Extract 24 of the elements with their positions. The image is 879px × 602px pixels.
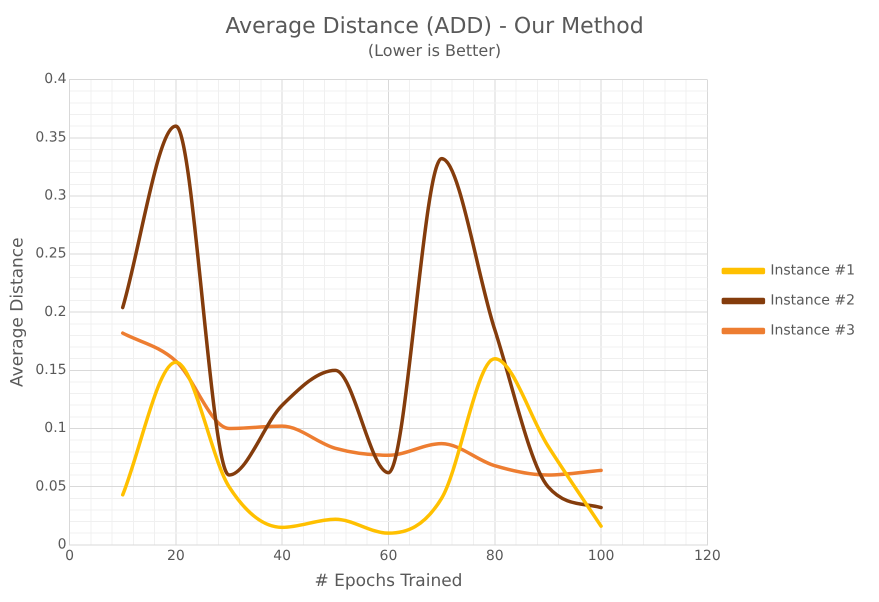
y-tick-label: 0.15 — [35, 362, 67, 378]
legend-label: Instance #1 — [770, 262, 856, 279]
y-tick-label: 0.2 — [44, 304, 67, 320]
x-tick-label: 60 — [380, 548, 398, 564]
legend-label: Instance #3 — [770, 322, 856, 339]
y-tick-label: 0.35 — [35, 129, 67, 146]
x-tick-label: 120 — [694, 548, 721, 564]
y-tick-label: 0.05 — [35, 478, 67, 494]
y-axis-title: Average Distance — [8, 237, 28, 387]
line-series — [120, 356, 603, 535]
x-tick-label: 20 — [166, 548, 185, 564]
chart-title: Average Distance (ADD) - Our Method — [225, 14, 644, 39]
y-tick-label: 0 — [58, 536, 67, 552]
legend-label: Instance #2 — [770, 292, 856, 309]
y-tick-label: 0.25 — [35, 246, 67, 262]
chart-subtitle: (Lower is Better) — [368, 41, 502, 60]
x-tick-label: 80 — [486, 548, 504, 564]
x-tick-label: 40 — [273, 548, 292, 564]
y-tick-label: 0.4 — [44, 71, 67, 88]
y-tick-label: 0.1 — [44, 420, 67, 436]
x-tick-label: 100 — [588, 548, 614, 564]
line-series — [120, 124, 603, 510]
x-axis-title: # Epochs Trained — [314, 571, 462, 592]
y-tick-label: 0.3 — [44, 188, 67, 204]
